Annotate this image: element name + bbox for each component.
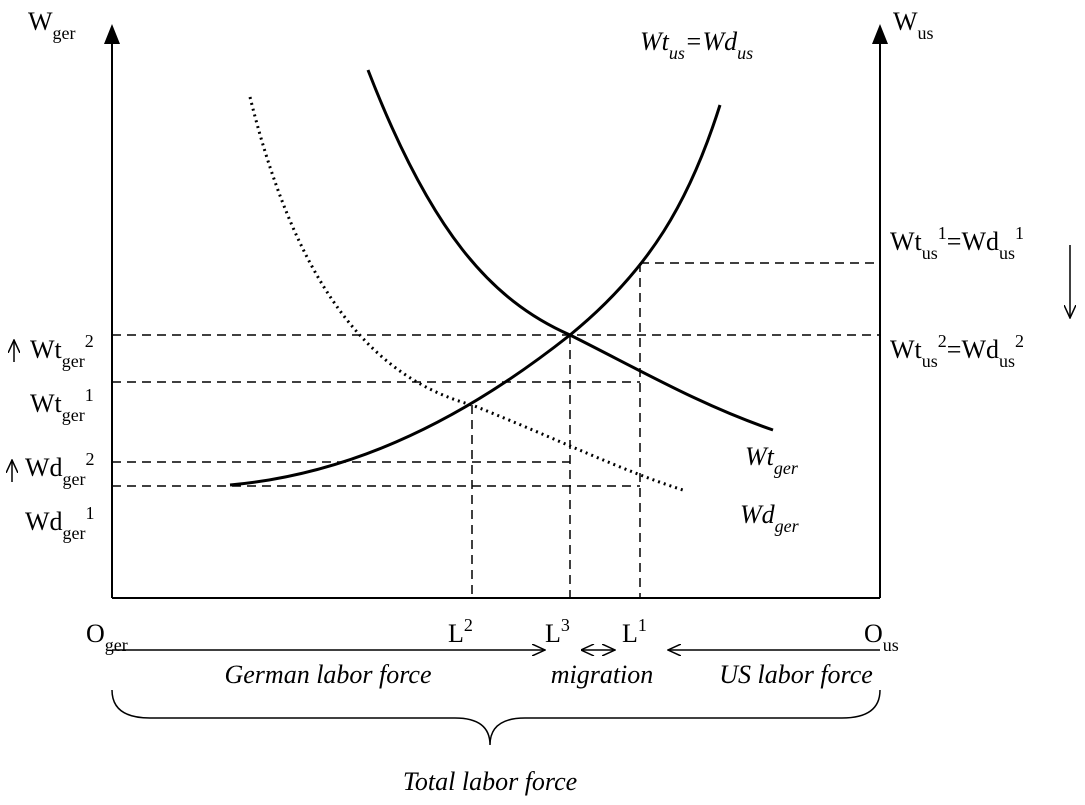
label: German labor force xyxy=(224,660,431,689)
label: US labor force xyxy=(719,660,873,689)
curves xyxy=(229,69,774,492)
label-part: Wt xyxy=(890,335,923,364)
label-part: =Wd xyxy=(685,27,738,56)
label-part: W xyxy=(28,7,53,36)
label-part: Wd xyxy=(740,500,776,529)
label: Wdger xyxy=(740,500,800,536)
wt-ger-curve xyxy=(366,69,774,432)
label-part: Wt xyxy=(890,227,923,256)
label-part: O xyxy=(86,619,105,648)
label: Oger xyxy=(86,619,128,655)
label-part: us xyxy=(999,351,1015,371)
label-part: ger xyxy=(63,523,86,543)
label-part: =Wd xyxy=(947,335,999,364)
label-part: us xyxy=(922,351,938,371)
label-part: Wd xyxy=(25,453,63,482)
label: L3 xyxy=(545,615,570,648)
label-part: 1 xyxy=(85,385,94,405)
label: Wtger xyxy=(745,442,799,478)
label: L1 xyxy=(622,615,647,648)
label: Wus xyxy=(893,7,934,43)
brace xyxy=(111,689,881,746)
label-part: ger xyxy=(63,469,86,489)
label-part: ger xyxy=(774,458,799,478)
axis-arrow xyxy=(104,24,120,44)
label: Wtus2=Wdus2 xyxy=(890,331,1024,371)
label: Wdger2 xyxy=(25,449,95,489)
label-part: us xyxy=(999,243,1015,263)
label: Ous xyxy=(864,619,899,655)
label: Wtus=Wdus xyxy=(640,27,753,63)
label-part: ger xyxy=(53,23,76,43)
label-part: ger xyxy=(62,351,85,371)
label-part: O xyxy=(864,619,883,648)
label-part: 2 xyxy=(464,615,473,635)
label-part: us xyxy=(922,243,938,263)
label: Wtus1=Wdus1 xyxy=(890,223,1024,263)
label-part: 2 xyxy=(938,331,947,351)
label-part: Wd xyxy=(25,507,63,536)
axes xyxy=(104,24,888,599)
label: Total labor force xyxy=(403,767,577,796)
label-part: W xyxy=(893,7,918,36)
label-part: 1 xyxy=(938,223,947,243)
label: Wtger2 xyxy=(30,331,94,371)
label-part: ger xyxy=(105,635,128,655)
label-part: 2 xyxy=(86,449,95,469)
label-part: L xyxy=(545,619,561,648)
label-part: ger xyxy=(775,516,800,536)
label-part: us xyxy=(737,43,753,63)
label-part: us xyxy=(918,23,934,43)
wd-ger-curve xyxy=(248,96,684,492)
arrows xyxy=(12,245,1070,746)
label: Wdger1 xyxy=(25,503,95,543)
label-part: Wt xyxy=(640,27,670,56)
label-part: Wt xyxy=(30,389,63,418)
label-part: ger xyxy=(62,405,85,425)
label-part: 3 xyxy=(561,615,570,635)
label-part: 1 xyxy=(638,615,647,635)
supply-curve xyxy=(229,104,722,487)
guides xyxy=(112,262,880,598)
label-part: us xyxy=(883,635,899,655)
axis-arrow xyxy=(872,24,888,44)
label-part: Wt xyxy=(30,335,63,364)
label-part: 1 xyxy=(86,503,95,523)
label: Wger xyxy=(28,7,76,43)
label: migration xyxy=(551,660,654,689)
label-part: us xyxy=(669,43,685,63)
label: L2 xyxy=(448,615,473,648)
label-part: =Wd xyxy=(947,227,999,256)
label-part: 2 xyxy=(85,331,94,351)
label-part: 2 xyxy=(1015,331,1024,351)
label-part: L xyxy=(622,619,638,648)
label-part: Wt xyxy=(745,442,775,471)
label: Wtger1 xyxy=(30,385,94,425)
label-part: 1 xyxy=(1015,223,1024,243)
label-part: L xyxy=(448,619,464,648)
